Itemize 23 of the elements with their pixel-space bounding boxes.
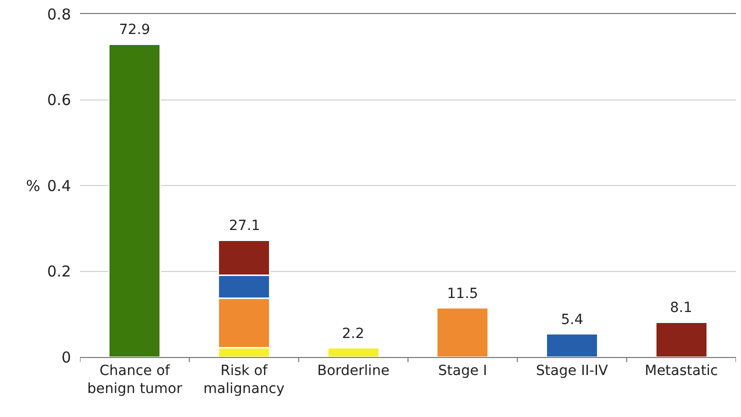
bar: [436, 306, 490, 357]
x-tick-label: Stage II-IV: [536, 362, 608, 379]
y-tick-label: 0.4: [47, 176, 71, 195]
bar: [326, 346, 380, 357]
y-tick-label: 0.8: [47, 5, 71, 24]
x-tick-label: Risk of malignancy: [203, 362, 285, 397]
x-tick-label: Stage I: [438, 362, 488, 379]
total-label: 5.4: [561, 312, 584, 328]
y-tick-label: 0.6: [47, 91, 71, 109]
y-tick-label: 0: [61, 348, 71, 366]
x-tick-label: Metastatic: [644, 362, 718, 379]
x-tick-label: Borderline: [317, 362, 390, 379]
y-axis-title: %: [26, 177, 40, 195]
total-label: 11.5: [447, 286, 478, 302]
total-label: 2.2: [342, 326, 364, 342]
bar: [546, 333, 598, 357]
y-tick-label: 0.2: [47, 262, 71, 280]
total-label: 72.9: [119, 22, 150, 38]
total-label: 8.1: [670, 300, 692, 316]
total-label: 27.1: [229, 218, 260, 234]
x-tick-label: Chance of benign tumor: [87, 362, 182, 397]
bar: [654, 322, 708, 357]
bar: [108, 44, 162, 357]
